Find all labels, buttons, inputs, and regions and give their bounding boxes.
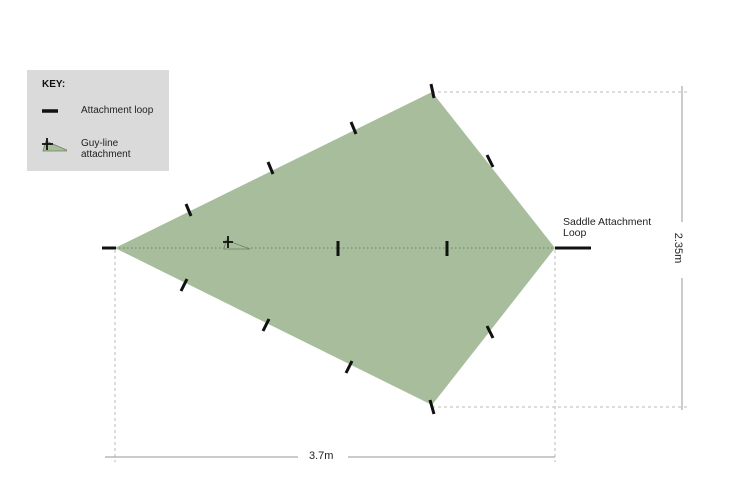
attachment-loop — [344, 360, 354, 374]
key-label-guy-line: Guy-line attachment — [81, 138, 131, 160]
guide-lines — [114, 91, 690, 462]
attachment-loops — [102, 83, 591, 415]
key-icons — [42, 109, 67, 152]
attachment-loop — [485, 325, 495, 339]
key-label-attachment-loop: Attachment loop — [81, 105, 154, 116]
dimension-lines — [105, 86, 683, 458]
attachment-loop — [429, 83, 436, 99]
width-dimension: 3.7m — [306, 450, 337, 462]
guy-line-icon — [42, 138, 67, 152]
attachment-loop — [485, 154, 495, 168]
attachment-loop — [349, 121, 358, 135]
saddle-label: Saddle Attachment Loop — [563, 216, 652, 239]
attachment-loop — [428, 399, 436, 415]
key-legend: KEY: Attachment loop Guy-line attachment — [27, 70, 169, 171]
key-title: KEY: — [42, 79, 66, 90]
attachment-loop — [184, 203, 193, 217]
guy-line-attachment-icon — [223, 236, 251, 250]
height-dimension: 2.35m — [672, 228, 684, 268]
attachment-loop — [261, 318, 271, 332]
attachment-loop — [179, 278, 189, 292]
attachment-loop — [266, 161, 275, 175]
